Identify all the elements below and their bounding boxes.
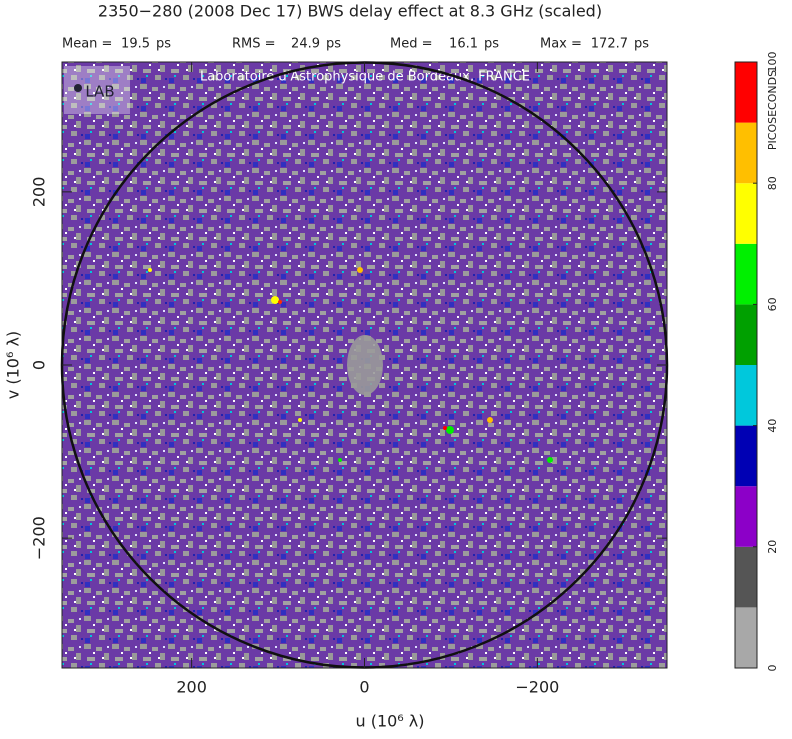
colorbar-swatch xyxy=(735,304,757,365)
x-axis-label: u (10⁶ λ) xyxy=(355,712,424,731)
colorbar-swatch xyxy=(735,183,757,244)
colorbar-swatch xyxy=(735,486,757,547)
logo: LAB xyxy=(85,83,114,101)
colorbar-frame xyxy=(734,61,758,669)
colorbar-tick-label: 100 xyxy=(766,52,779,73)
x-tick-label: 200 xyxy=(176,678,207,697)
stat-value: 24.9 xyxy=(291,37,320,52)
stat-unit: ps xyxy=(326,37,341,52)
stat-unit: ps xyxy=(156,37,171,52)
stat-value: 19.5 xyxy=(121,37,150,52)
stat-label: Med = xyxy=(390,37,433,52)
y-axis-label: v (10⁶ λ) xyxy=(4,331,23,399)
stat-label: Mean = xyxy=(62,37,112,52)
colorbar-swatch xyxy=(735,365,757,426)
logo-dot xyxy=(74,84,82,92)
colorbar-swatch xyxy=(735,425,757,487)
hotspots xyxy=(148,267,553,463)
colorbar-swatch xyxy=(735,62,757,123)
chart-title: 2350−280 (2008 Dec 17) BWS delay effect … xyxy=(98,2,602,21)
colorbar-label: PICOSECONDS xyxy=(766,70,779,150)
colorbar-tick-label: 40 xyxy=(766,419,779,433)
stat-label: RMS = xyxy=(232,37,276,52)
y-tick-label: 200 xyxy=(30,177,49,208)
colorbar-tick-label: 80 xyxy=(766,176,779,190)
colorbar-tick-label: 60 xyxy=(766,297,779,311)
stat-unit: ps xyxy=(484,37,499,52)
y-tick-label: −200 xyxy=(30,516,49,560)
stat-label: Max = xyxy=(540,37,582,52)
colorbar-swatch xyxy=(735,243,757,305)
stat-value: 16.1 xyxy=(449,37,478,52)
colorbar-swatch xyxy=(735,122,757,184)
colorbar-tick-label: 20 xyxy=(766,540,779,554)
colorbar-tick-label: 0 xyxy=(766,665,779,672)
x-tick-label: −200 xyxy=(515,678,559,697)
stat-unit: ps xyxy=(634,37,649,52)
x-tick-label: 0 xyxy=(359,678,369,697)
colorbar-swatch xyxy=(735,546,757,608)
y-tick-label: 0 xyxy=(30,360,49,370)
stat-value: 172.7 xyxy=(591,37,628,52)
colorbar-swatch xyxy=(735,607,757,668)
